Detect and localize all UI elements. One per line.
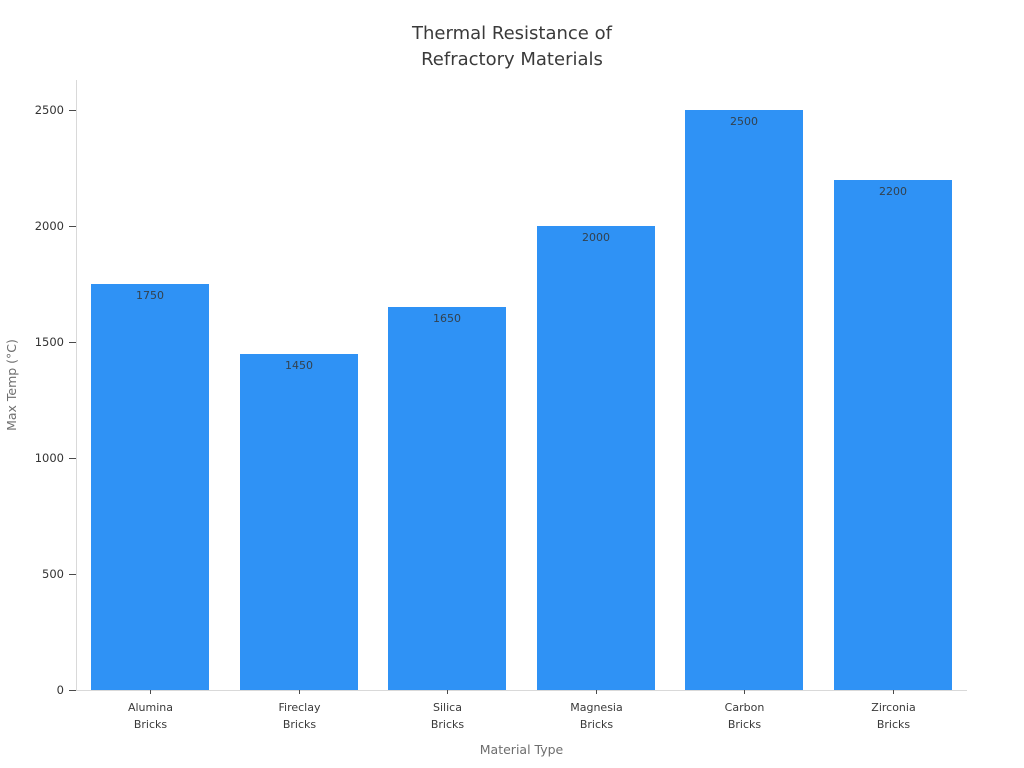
x-tick-mark (299, 690, 300, 694)
y-tick-label: 0 (56, 683, 64, 697)
x-tick-label-alumina-bricks: Alumina Bricks (127, 701, 174, 731)
y-axis-line (76, 80, 77, 690)
y-tick-mark (69, 226, 76, 227)
y-tick-label: 1000 (34, 451, 64, 465)
y-tick-mark (69, 690, 76, 691)
y-tick-label: 1500 (34, 335, 64, 349)
x-tick-label-silica-bricks: Silica Bricks (430, 701, 465, 731)
bar-value-label: 2000 (582, 231, 610, 244)
bar-value-label: 2200 (879, 185, 907, 198)
x-tick-label-zirconia-bricks: Zirconia Bricks (871, 701, 916, 731)
bar-fireclay-bricks: 1450 (240, 354, 358, 690)
x-axis-label: Material Type (479, 742, 564, 757)
y-tick-mark (69, 110, 76, 111)
bar-value-label: 1750 (136, 289, 164, 302)
x-tick-label-carbon-bricks: Carbon Bricks (724, 701, 765, 731)
y-tick-label: 2000 (34, 219, 64, 233)
x-tick-mark (150, 690, 151, 694)
bar-alumina-bricks: 1750 (91, 284, 209, 690)
bar-zirconia-bricks: 2200 (834, 180, 952, 690)
chart-title: Thermal Resistance of Refractory Materia… (412, 23, 612, 70)
bar-value-label: 1450 (285, 359, 313, 372)
bar-silica-bricks: 1650 (388, 307, 506, 690)
y-tick-label: 500 (42, 567, 64, 581)
x-tick-label-fireclay-bricks: Fireclay Bricks (278, 701, 321, 731)
bar-magnesia-bricks: 2000 (537, 226, 655, 690)
x-tick-label-magnesia-bricks: Magnesia Bricks (570, 701, 623, 731)
y-tick-mark (69, 342, 76, 343)
x-tick-mark (447, 690, 448, 694)
bar-value-label: 1650 (433, 312, 461, 325)
x-tick-mark (596, 690, 597, 694)
y-tick-mark (69, 574, 76, 575)
x-tick-mark (744, 690, 745, 694)
x-axis-line (76, 690, 967, 691)
y-tick-mark (69, 458, 76, 459)
x-tick-mark (893, 690, 894, 694)
bar-carbon-bricks: 2500 (685, 110, 803, 690)
y-tick-label: 2500 (34, 103, 64, 117)
bar-value-label: 2500 (730, 115, 758, 128)
